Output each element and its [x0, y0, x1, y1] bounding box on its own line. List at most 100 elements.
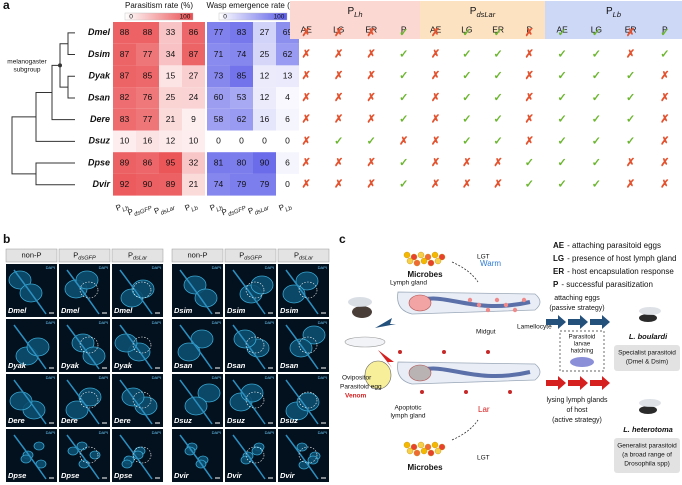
- status-mark: ✓: [494, 70, 503, 82]
- heatmap-cell: [207, 130, 230, 153]
- lobe: [75, 270, 99, 290]
- status-mark: ✓: [494, 135, 503, 147]
- column-header-sub: dsGFP: [78, 256, 96, 262]
- cell-value: 92: [120, 179, 130, 189]
- tissue: [66, 324, 106, 370]
- heatmap-cell: [253, 22, 276, 44]
- image-label: Dsim: [174, 306, 193, 315]
- wasp-name: L. heterotoma: [623, 425, 673, 434]
- apoptotic-label: Apoptotic: [394, 405, 422, 412]
- heatmap-cell: [230, 173, 253, 196]
- cell-value: 24: [189, 92, 199, 102]
- status-mark: ✓: [592, 70, 601, 82]
- cell-value: 74: [237, 49, 247, 59]
- cell-value: 12: [166, 136, 176, 146]
- column-header-main: non-P: [21, 250, 41, 259]
- microbe: [420, 447, 428, 455]
- cell-value: 77: [143, 114, 153, 124]
- status-mark: ✗: [525, 70, 534, 82]
- heatmap-cell: [113, 108, 136, 131]
- heatmap-cell: [207, 22, 230, 44]
- tissue: [179, 434, 213, 480]
- image-label: Dsuz: [227, 416, 245, 425]
- heatmap-cell: [230, 108, 253, 131]
- cell-value: 87: [120, 49, 130, 59]
- table-column-label: AE: [430, 24, 442, 34]
- status-mark: ✗: [525, 27, 534, 39]
- hemocyte: [442, 350, 446, 354]
- column-label: PLh: [209, 200, 225, 215]
- tissue-strand: [66, 269, 100, 315]
- microbe: [424, 253, 432, 261]
- group-label-main: P: [470, 6, 477, 17]
- microbe: [420, 257, 428, 265]
- tissue-strand: [66, 434, 100, 480]
- column-header: PdsLar: [294, 250, 314, 262]
- cell-value: 60: [214, 92, 224, 102]
- heatmap-cell: [230, 152, 253, 174]
- column-label-sub: dsGFP: [133, 205, 153, 218]
- status-mark: ✓: [334, 135, 343, 147]
- stain-label: DAPI: [46, 320, 55, 325]
- column-header-main: non-P: [187, 250, 207, 259]
- status-mark: ✗: [334, 114, 343, 126]
- cell-value: 77: [143, 49, 153, 59]
- ovipositor-label: Ovipositor: [342, 375, 372, 382]
- status-mark: ✗: [367, 92, 376, 104]
- tissue-strand: [66, 324, 100, 370]
- venom-label: Venom: [345, 393, 367, 400]
- group-label-main: P: [347, 6, 354, 17]
- lobe: [76, 441, 88, 451]
- lobe: [183, 275, 207, 295]
- lobe: [26, 337, 50, 357]
- lamellocyte: [476, 302, 482, 308]
- image-label: Dyak: [8, 361, 27, 370]
- column-label: PdsLar: [153, 200, 177, 219]
- status-mark: ✓: [399, 92, 408, 104]
- heatmap-cell: [136, 173, 159, 196]
- column-label-sub: dsGFP: [227, 205, 247, 218]
- lobe: [250, 275, 274, 295]
- lymph-gland: [408, 294, 432, 312]
- status-mark: ✗: [302, 135, 311, 147]
- status-mark: ✓: [660, 27, 669, 39]
- status-mark: ✗: [302, 179, 311, 191]
- status-mark: ✓: [558, 179, 567, 191]
- image-label: Dvir: [174, 471, 190, 480]
- heatmap-cell: [113, 87, 136, 109]
- lamellocyte: [494, 297, 500, 303]
- outline: [245, 446, 265, 464]
- heatmap-cell: [136, 43, 159, 66]
- cell-value: 87: [189, 49, 199, 59]
- fly-wing: [348, 297, 372, 307]
- status-mark: ✓: [462, 92, 471, 104]
- status-mark: ✗: [431, 92, 440, 104]
- tissue: [282, 269, 319, 315]
- cell-value: 90: [260, 157, 270, 167]
- status-mark: ✗: [626, 179, 635, 191]
- column-header-main: P: [294, 250, 299, 259]
- status-mark: ✗: [334, 48, 343, 60]
- heatmap-cell: [276, 65, 299, 88]
- stain-label: DAPI: [212, 265, 221, 270]
- clade-label: melanogaster: [7, 59, 47, 66]
- status-mark: ✓: [558, 135, 567, 147]
- lobe: [89, 450, 101, 460]
- wasp-description: Specialist parasitoid: [618, 350, 676, 357]
- status-mark: ✗: [525, 92, 534, 104]
- status-mark: ✓: [558, 157, 567, 169]
- species-label: Dsim: [88, 49, 110, 59]
- cell-value: 13: [283, 71, 293, 81]
- cell-value: 76: [143, 92, 153, 102]
- cell-value: 6: [285, 114, 290, 124]
- column-header-box: [171, 248, 224, 263]
- status-mark: ✗: [367, 157, 376, 169]
- status-mark: ✓: [494, 48, 503, 60]
- heatmap-cell: [253, 152, 276, 174]
- micrograph: [278, 429, 329, 482]
- status-mark: ✗: [660, 179, 669, 191]
- cell-value: 10: [120, 136, 130, 146]
- cell-value: 89: [166, 179, 176, 189]
- heatmap-cell: [276, 43, 299, 66]
- strategy-arrow: [546, 315, 566, 329]
